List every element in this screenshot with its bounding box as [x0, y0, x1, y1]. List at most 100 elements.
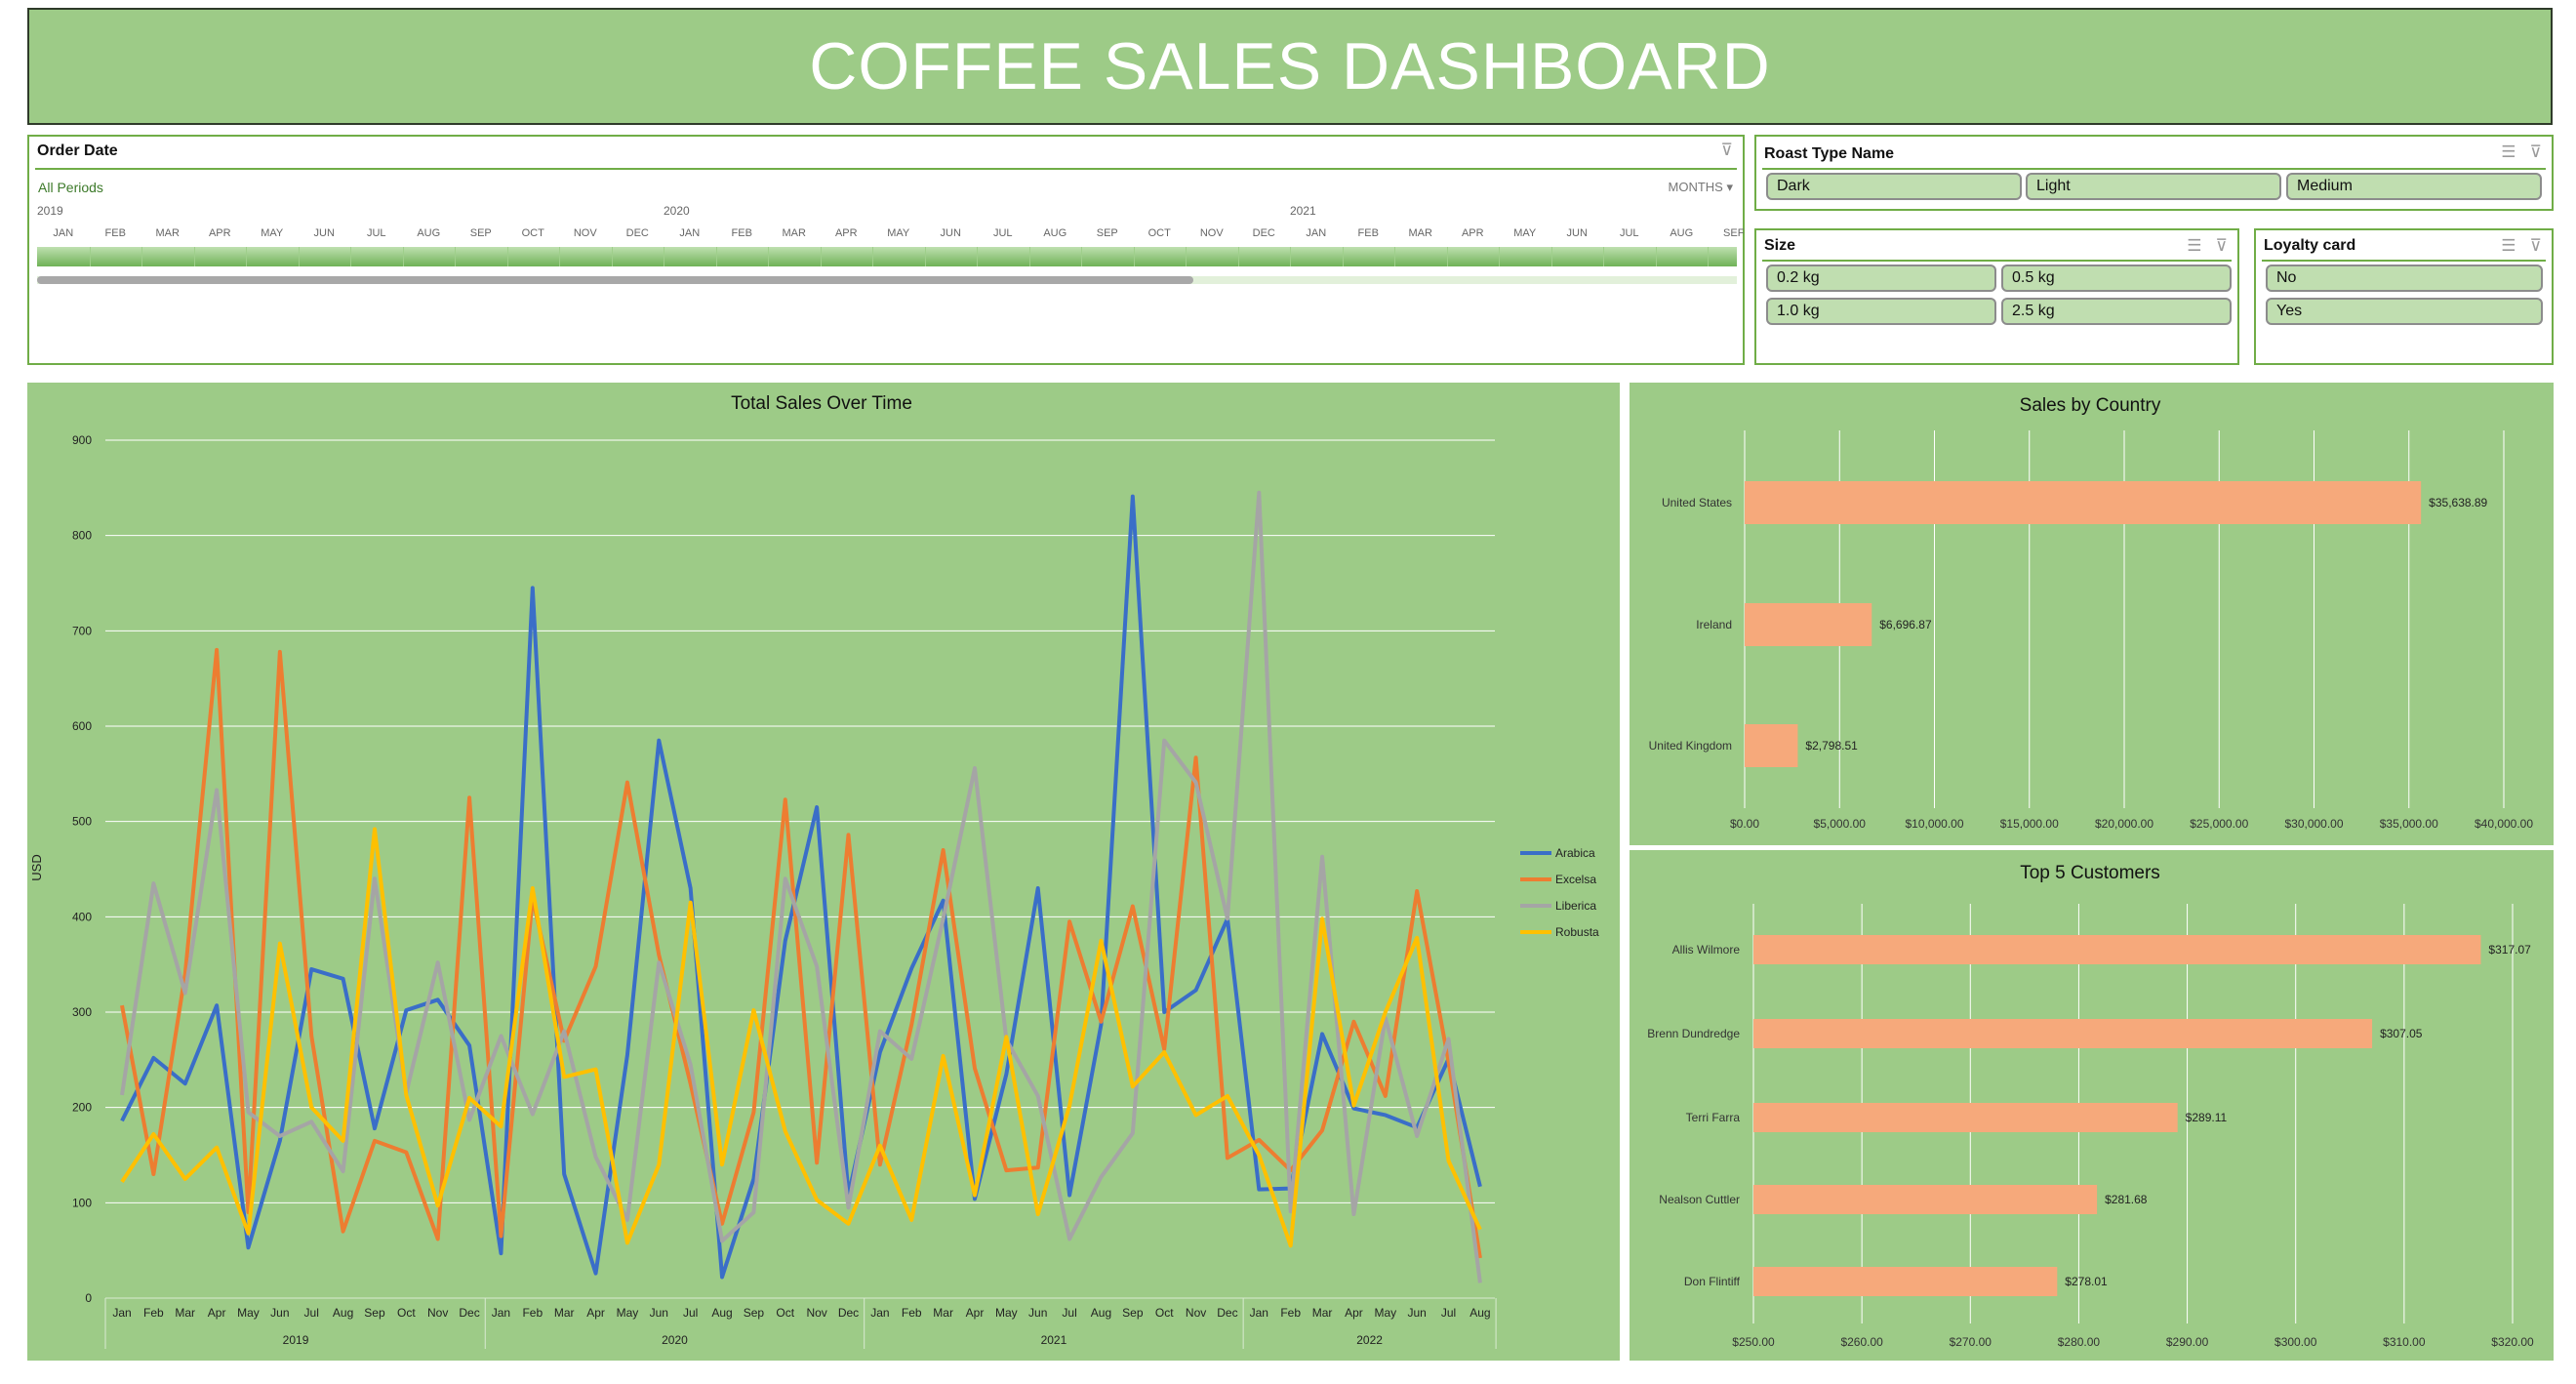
roast-dark-button[interactable]: Dark	[1766, 173, 2022, 200]
timeline-month[interactable]: JAN	[1306, 227, 1327, 239]
total-sales-over-time-chart: Total Sales Over Time USD 0 100 200 300 400 500…	[27, 383, 1620, 1361]
timeline-month[interactable]: OCT	[521, 227, 544, 239]
timeline-month[interactable]: FEB	[104, 227, 126, 239]
timeline-month[interactable]: APR	[1461, 227, 1484, 239]
timeline-month[interactable]: OCT	[1147, 227, 1171, 239]
multi-select-icon[interactable]: ☰	[2187, 236, 2202, 255]
timeline-month[interactable]: MAR	[1408, 227, 1432, 239]
timeline-bar[interactable]	[37, 247, 1761, 266]
bar	[1745, 724, 1798, 767]
category-label: United Kingdom	[1649, 739, 1732, 753]
timeline-month-cell[interactable]	[506, 247, 508, 266]
timeline-month[interactable]: JUL	[366, 227, 386, 239]
multi-select-icon[interactable]: ☰	[2501, 236, 2516, 255]
timeline-month-cell[interactable]	[1655, 247, 1657, 266]
clear-filter-icon[interactable]: ⊽	[2215, 236, 2228, 255]
timeline-month[interactable]: MAR	[782, 227, 806, 239]
timeline-month-cell[interactable]	[1550, 247, 1552, 266]
timeline-month-cell[interactable]	[820, 247, 822, 266]
y-tick-label: 800	[72, 529, 92, 543]
x-tick-label: Jul	[1062, 1306, 1076, 1320]
x-tick-label: Apr	[586, 1306, 605, 1320]
timeline-month-cell[interactable]	[1290, 247, 1291, 266]
timeline-month-cell[interactable]	[1081, 247, 1082, 266]
timeline-month-cell[interactable]	[455, 247, 456, 266]
timeline-month-cell[interactable]	[559, 247, 560, 266]
clear-filter-icon[interactable]: ⊽	[1720, 141, 1733, 159]
timeline-month-cell[interactable]	[1708, 247, 1709, 266]
timeline-month[interactable]: SEP	[469, 227, 492, 239]
timeline-month[interactable]: JUL	[1619, 227, 1639, 239]
x-tick-label: $5,000.00	[1814, 817, 1867, 831]
timeline-year: 2021	[1290, 204, 1316, 218]
loyalty-no-button[interactable]: No	[2266, 265, 2543, 292]
order-date-timeline[interactable]: Order Date ⊽ All Periods MONTHS ▾ 2019 20…	[27, 135, 1761, 365]
timeline-month-cell[interactable]	[246, 247, 247, 266]
timeline-month-cell[interactable]	[1603, 247, 1604, 266]
timeline-month[interactable]: FEB	[731, 227, 752, 239]
timeline-month[interactable]: SEP	[1096, 227, 1118, 239]
multi-select-icon[interactable]: ☰	[2501, 142, 2516, 161]
timeline-month-cell[interactable]	[872, 247, 873, 266]
bar	[1753, 935, 2481, 964]
x-tick-label: Jun	[1028, 1306, 1047, 1320]
timeline-month-cell[interactable]	[402, 247, 404, 266]
timeline-month-cell[interactable]	[141, 247, 142, 266]
timeline-month-cell[interactable]	[1499, 247, 1500, 266]
clear-filter-icon[interactable]: ⊽	[2529, 236, 2542, 255]
timeline-month[interactable]: JAN	[679, 227, 701, 239]
timeline-month-cell[interactable]	[977, 247, 978, 266]
timeline-month-cell[interactable]	[298, 247, 300, 266]
size-1-0kg-button[interactable]: 1.0 kg	[1766, 298, 1996, 325]
timeline-month[interactable]: APR	[208, 227, 231, 239]
timeline-month-cell[interactable]	[89, 247, 91, 266]
timeline-month-cell[interactable]	[924, 247, 926, 266]
roast-medium-button[interactable]: Medium	[2286, 173, 2542, 200]
timeline-month-cell[interactable]	[1028, 247, 1030, 266]
timeline-month-cell[interactable]	[611, 247, 613, 266]
timeline-month[interactable]: JUL	[992, 227, 1013, 239]
timeline-month[interactable]: NOV	[573, 227, 597, 239]
timeline-month-cell[interactable]	[1133, 247, 1135, 266]
x-tick-label: Jan	[870, 1306, 889, 1320]
timeline-month-cell[interactable]	[1394, 247, 1395, 266]
size-0-5kg-button[interactable]: 0.5 kg	[2001, 265, 2232, 292]
timeline-month[interactable]: JAN	[53, 227, 74, 239]
timeline-month[interactable]: MAY	[887, 227, 910, 239]
timeline-scrollbar[interactable]	[37, 276, 1737, 284]
timeline-month-cell[interactable]	[1186, 247, 1187, 266]
clear-filter-icon[interactable]: ⊽	[2529, 142, 2542, 161]
timeline-month[interactable]: AUG	[1670, 227, 1694, 239]
timeline-month[interactable]: NOV	[1199, 227, 1224, 239]
time-level-dropdown[interactable]: MONTHS ▾	[1669, 180, 1734, 195]
timeline-month[interactable]: APR	[834, 227, 858, 239]
scrollbar-thumb[interactable]	[37, 276, 1193, 284]
timeline-month[interactable]: JUN	[1566, 227, 1588, 239]
y-axis-label: USD	[29, 854, 44, 880]
timeline-month[interactable]: JUN	[313, 227, 335, 239]
timeline-month[interactable]: MAR	[155, 227, 180, 239]
size-2-5kg-button[interactable]: 2.5 kg	[2001, 298, 2232, 325]
timeline-month-cell[interactable]	[768, 247, 769, 266]
roast-light-button[interactable]: Light	[2026, 173, 2281, 200]
timeline-month[interactable]: AUG	[417, 227, 441, 239]
timeline-month[interactable]: AUG	[1043, 227, 1067, 239]
timeline-month[interactable]: JUN	[940, 227, 961, 239]
timeline-month[interactable]: DEC	[625, 227, 649, 239]
x-tick-label: Nov	[1186, 1306, 1206, 1320]
timeline-month-cell[interactable]	[715, 247, 717, 266]
loyalty-yes-button[interactable]: Yes	[2266, 298, 2543, 325]
timeline-month[interactable]: SEF	[1723, 227, 1745, 239]
timeline-month[interactable]: MAY	[1513, 227, 1537, 239]
timeline-month-cell[interactable]	[1342, 247, 1344, 266]
timeline-month-cell[interactable]	[1446, 247, 1448, 266]
size-0-2kg-button[interactable]: 0.2 kg	[1766, 265, 1996, 292]
timeline-month[interactable]: DEC	[1252, 227, 1275, 239]
timeline-month[interactable]: FEB	[1357, 227, 1379, 239]
chart-title: Sales by Country	[2020, 395, 2161, 416]
slicer-icons: ☰ ⊽	[2501, 236, 2542, 256]
timeline-month-cell[interactable]	[1237, 247, 1239, 266]
timeline-month[interactable]: MAY	[261, 227, 284, 239]
timeline-month-cell[interactable]	[193, 247, 195, 266]
timeline-month-cell[interactable]	[350, 247, 351, 266]
